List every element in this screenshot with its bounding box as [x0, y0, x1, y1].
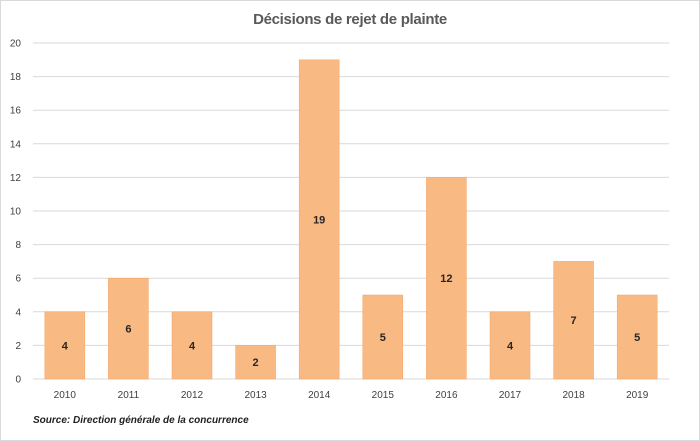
chart-title: Décisions de rejet de plainte — [253, 11, 447, 28]
x-tick-label: 2019 — [626, 390, 649, 401]
bar — [171, 311, 213, 380]
data-label: 4 — [507, 340, 514, 352]
y-tick-label: 6 — [15, 274, 21, 285]
y-tick-label: 2 — [15, 341, 21, 352]
data-labels: 4 6 4 2 19 5 12 4 7 5 — [62, 214, 641, 369]
bar — [298, 59, 340, 380]
x-tick-label: 2012 — [181, 390, 204, 401]
bar — [108, 277, 149, 380]
data-label: 5 — [634, 332, 640, 344]
y-tick-label: 20 — [10, 39, 22, 50]
y-tick-label: 18 — [10, 72, 22, 83]
data-label: 2 — [253, 357, 259, 369]
data-label: 19 — [313, 214, 325, 226]
y-tick-label: 4 — [15, 307, 21, 318]
data-label: 4 — [189, 340, 196, 352]
source-note: Source: Direction générale de la concurr… — [33, 415, 249, 426]
bar — [44, 311, 86, 380]
data-label: 6 — [125, 324, 131, 336]
x-tick-label: 2018 — [562, 390, 585, 401]
bar — [553, 261, 594, 380]
bar — [235, 345, 276, 380]
bar — [489, 311, 531, 380]
x-tick-label: 2013 — [244, 390, 267, 401]
bars — [44, 59, 658, 380]
data-label: 5 — [380, 332, 386, 344]
y-tick-label: 8 — [15, 240, 21, 251]
bar — [426, 177, 467, 380]
bar — [362, 294, 404, 380]
bar — [616, 294, 658, 380]
x-tick-label: 2015 — [372, 390, 395, 401]
y-tick-label: 14 — [10, 139, 22, 150]
y-tick-label: 10 — [10, 207, 22, 218]
y-tick-label: 12 — [10, 173, 22, 184]
x-tick-label: 2010 — [54, 390, 77, 401]
y-tick-label: 16 — [10, 106, 22, 117]
data-label: 7 — [571, 315, 577, 327]
data-label: 12 — [440, 273, 452, 285]
y-axis-ticks: 0 2 4 6 8 10 12 14 16 18 20 — [10, 39, 22, 386]
y-tick-label: 0 — [15, 375, 21, 386]
x-tick-label: 2016 — [435, 390, 458, 401]
data-label: 4 — [62, 340, 69, 352]
x-tick-label: 2017 — [499, 390, 522, 401]
x-axis-ticks: 2010 2011 2012 2013 2014 2015 2016 2017 2018 2019 — [54, 390, 649, 401]
x-tick-label: 2014 — [308, 390, 331, 401]
x-tick-label: 2011 — [118, 390, 140, 401]
